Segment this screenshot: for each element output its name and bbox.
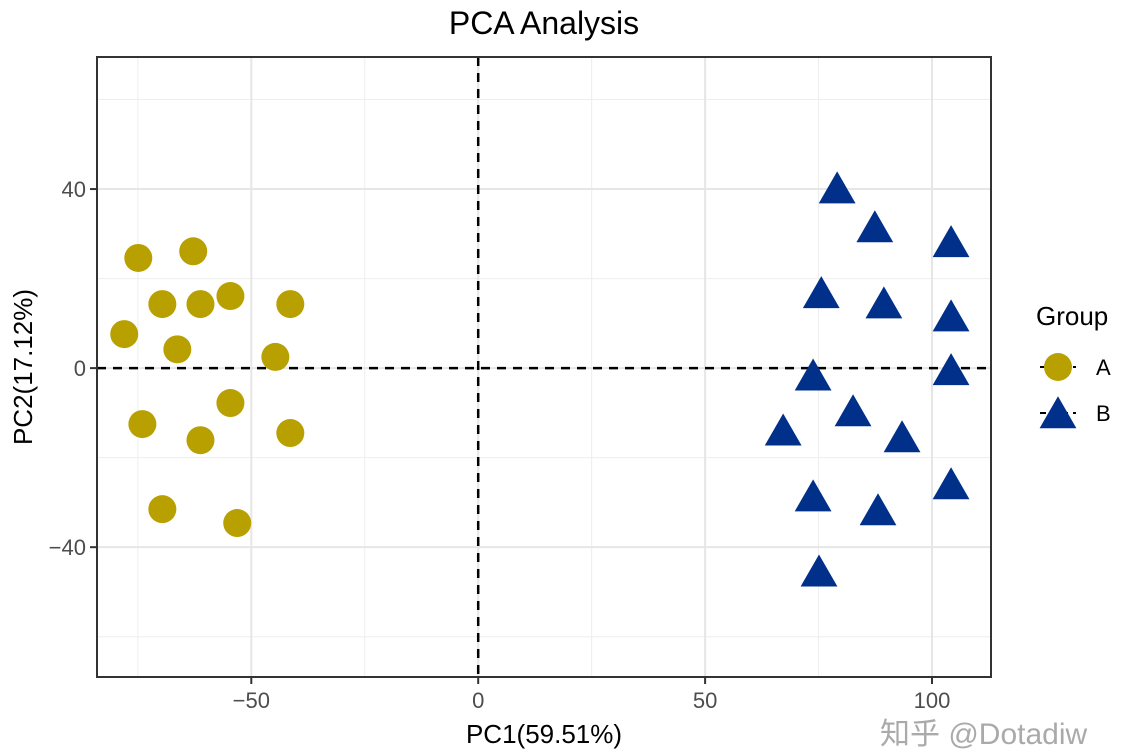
point-group-b (932, 467, 970, 500)
legend-label: A (1096, 355, 1111, 380)
x-tick-label: 0 (472, 688, 484, 713)
point-group-a (128, 410, 157, 439)
point-group-b (794, 479, 832, 512)
point-group-b (856, 210, 894, 243)
point-group-b (859, 493, 897, 526)
point-group-a (216, 389, 245, 418)
point-group-a (223, 509, 252, 538)
legend-key-triangle (1039, 396, 1077, 429)
reference-lines (97, 57, 991, 677)
point-group-b (932, 353, 970, 386)
x-tick-label: 50 (693, 688, 717, 713)
legend-label: B (1096, 401, 1111, 426)
point-group-b (834, 394, 872, 427)
point-group-b (794, 358, 832, 391)
legend-key-circle (1044, 353, 1072, 381)
point-group-b (932, 299, 970, 332)
point-group-b (865, 286, 903, 319)
point-group-a (148, 495, 177, 524)
x-axis-label: PC1(59.51%) (466, 719, 622, 749)
legend-title: Group (1036, 301, 1108, 331)
point-group-a (179, 237, 208, 266)
point-group-a (276, 290, 305, 319)
point-group-a (124, 243, 153, 272)
y-tick-label: −40 (49, 535, 86, 560)
x-tick-label: 100 (914, 688, 951, 713)
point-group-b (818, 171, 856, 204)
chart-title: PCA Analysis (449, 5, 639, 41)
point-group-a (186, 426, 215, 455)
y-axis-label: PC2(17.12%) (8, 289, 38, 445)
point-group-b (800, 554, 838, 587)
point-group-a (110, 320, 139, 349)
point-group-b (932, 225, 970, 258)
point-group-a (276, 419, 305, 448)
point-group-a (148, 290, 177, 319)
point-group-b (802, 276, 840, 309)
y-tick-label: 40 (62, 177, 86, 202)
data-points (110, 171, 970, 587)
watermark: 知乎 @Dotadiw (880, 718, 1088, 750)
point-group-b (883, 420, 921, 453)
point-group-a (186, 290, 215, 319)
x-tick-label: −50 (233, 688, 270, 713)
y-tick-label: 0 (74, 356, 86, 381)
point-group-a (216, 282, 245, 311)
point-group-a (163, 335, 192, 364)
point-group-b (764, 413, 802, 446)
plot-panel-border (96, 56, 992, 678)
legend: Group AB (1036, 301, 1111, 429)
axis-ticks: −50 0 50 100 −40 0 40 (49, 177, 951, 713)
point-group-a (261, 342, 290, 371)
